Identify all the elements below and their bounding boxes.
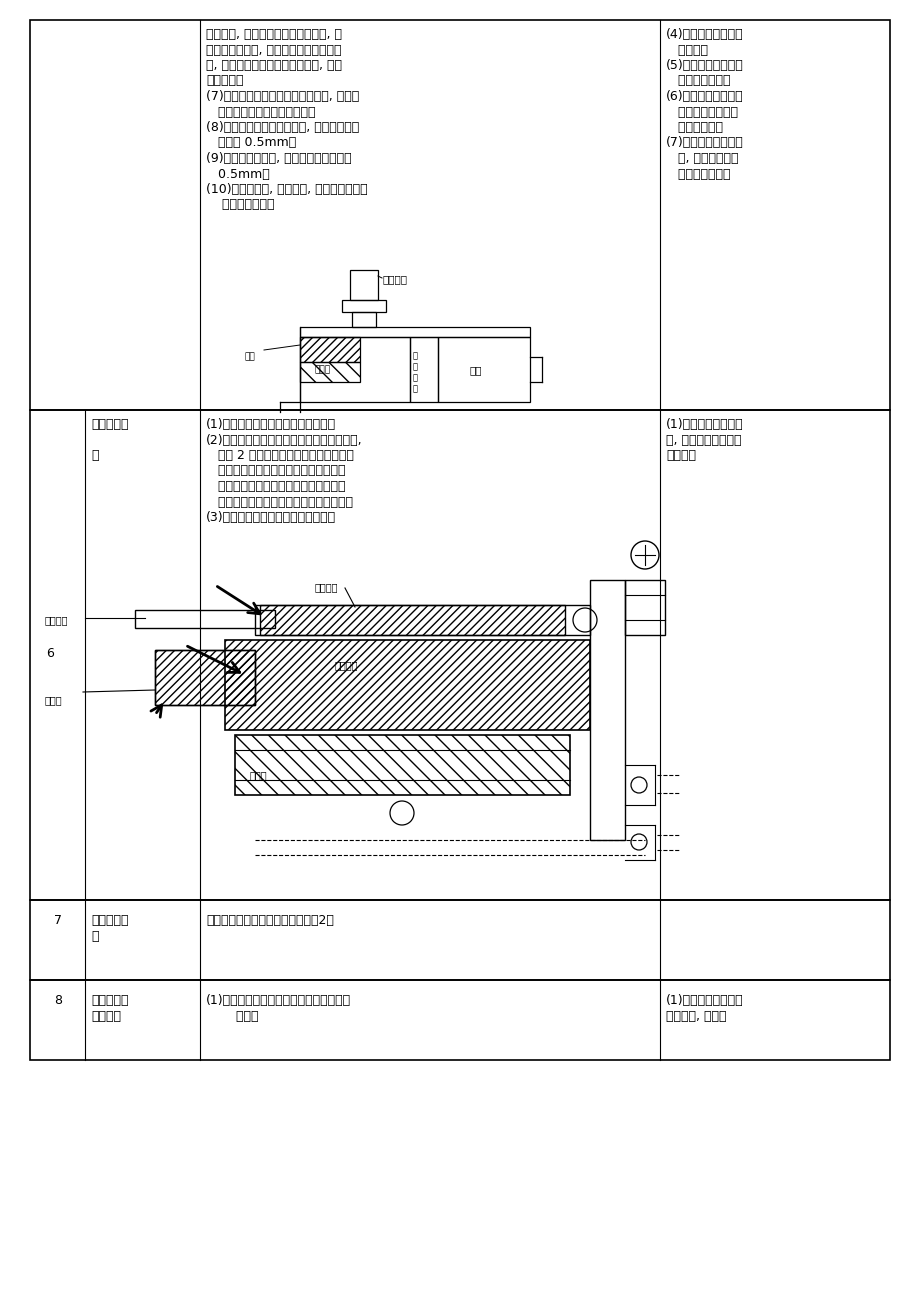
Text: (7)主模固定螺丝须上: (7)主模固定螺丝须上	[665, 137, 743, 150]
Bar	[589, 579, 624, 840]
Text: (9)将挡刀夹片调节, 使刀夹片距剪模孔约: (9)将挡刀夹片调节, 使刀夹片距剪模孔约	[206, 152, 351, 165]
Text: (4)主模的底面应密着: (4)主模的底面应密着	[665, 29, 743, 40]
Text: 的衬帪放入冲模与底模之间且密着于支: 的衬帪放入冲模与底模之间且密着于支	[206, 480, 346, 493]
Text: 心应成直角。: 心应成直角。	[665, 121, 722, 134]
Text: 如图 2 般加以装配而插入安装孔用手或: 如图 2 般加以装配而插入安装孔用手或	[206, 449, 354, 462]
Text: (1)将冲模座的冲模装配孔加以擦拭。: (1)将冲模座的冲模装配孔加以擦拭。	[206, 418, 335, 431]
Bar	[300, 337, 410, 402]
Text: 底: 底	[413, 372, 417, 381]
Text: 棒, 销紧剪刀片后再微调调节螺丝, 使其: 棒, 销紧剪刀片后再微调调节螺丝, 使其	[206, 59, 342, 72]
Bar	[300, 362, 359, 381]
Text: 主模将会冲出。: 主模将会冲出。	[665, 168, 730, 181]
Text: (1)材料长度为杆长加上头部未变形之素材: (1)材料长度为杆长加上头部未变形之素材	[206, 993, 351, 1006]
Text: 于本体。: 于本体。	[665, 43, 708, 56]
Text: 二冲壳: 二冲壳	[250, 769, 267, 780]
Bar	[342, 299, 386, 312]
Text: 模: 模	[413, 362, 417, 371]
Text: 与剪刀片贴紧后再锁紧螺丝。: 与剪刀片贴紧后再锁紧螺丝。	[206, 105, 315, 118]
Text: 持架的底面如此的装入措施是比较以便。: 持架的底面如此的装入措施是比较以便。	[206, 496, 353, 509]
Text: 材料切断长: 材料切断长	[91, 993, 129, 1006]
Text: 主模座: 主模座	[314, 365, 331, 374]
Text: 冲模垫圈: 冲模垫圈	[335, 660, 358, 671]
Text: 一冲外壳: 一冲外壳	[314, 582, 338, 592]
Text: 活动模: 活动模	[45, 695, 62, 704]
Text: 与一冲模之装配措施相似。参照图2。: 与一冲模之装配措施相似。参照图2。	[206, 914, 334, 927]
Bar	[624, 579, 664, 635]
Bar	[437, 337, 529, 402]
Text: 固, 否转行时会有脱离: 固, 否转行时会有脱离	[665, 434, 741, 447]
Text: (3)将一冲模锁紧螺丝加以固定锁紧。: (3)将一冲模锁紧螺丝加以固定锁紧。	[206, 510, 335, 523]
Text: (1)冲模固定螺丝须紧: (1)冲模固定螺丝须紧	[665, 418, 743, 431]
Bar	[349, 270, 378, 299]
Text: (6)主模顶棒的前端后: (6)主模顶棒的前端后	[665, 90, 743, 103]
Bar	[410, 337, 437, 402]
Bar	[260, 605, 564, 635]
Text: 常出料与剪断。: 常出料与剪断。	[206, 198, 274, 211]
Text: 7: 7	[54, 914, 62, 927]
Bar	[154, 650, 255, 704]
Text: (10)装配完毕后, 试行运转, 看材料与否能正: (10)装配完毕后, 试行运转, 看材料与否能正	[206, 184, 368, 197]
Text: 之危险。: 之危险。	[665, 449, 696, 462]
Bar	[30, 20, 889, 410]
Bar	[30, 900, 889, 980]
Bar	[300, 337, 359, 362]
Text: 长度。: 长度。	[223, 1009, 258, 1022]
Text: 台身: 台身	[470, 365, 482, 375]
Text: 8: 8	[54, 993, 62, 1006]
Bar	[225, 641, 589, 730]
Bar	[255, 605, 589, 635]
Text: 板: 板	[413, 384, 417, 393]
Text: 模孔约 0.5mm。: 模孔约 0.5mm。	[206, 137, 296, 150]
Text: 配: 配	[91, 449, 98, 462]
Text: 二冲模的安: 二冲模的安	[91, 914, 129, 927]
Text: (8)调节定臭盖上的四角螺丝, 使剪刀片距剪: (8)调节定臭盖上的四角螺丝, 使剪刀片距剪	[206, 121, 358, 134]
Bar	[352, 312, 376, 327]
Text: 主: 主	[413, 352, 417, 359]
Text: 节剪刀调节螺丝, 直至剪刀片抬住主模顶: 节剪刀调节螺丝, 直至剪刀片抬住主模顶	[206, 43, 341, 56]
Text: 紧, 否则在顶出时: 紧, 否则在顶出时	[665, 152, 738, 165]
Text: 度的调节: 度的调节	[91, 1009, 121, 1022]
Bar	[30, 410, 889, 900]
Text: 固定螺丝: 固定螺丝	[382, 273, 407, 284]
Text: 至主模孔, 松开剪刀滚轮轴固定螺帽, 调: 至主模孔, 松开剪刀滚轮轴固定螺帽, 调	[206, 29, 342, 40]
Text: 冲模: 冲模	[244, 352, 255, 361]
Text: 寸动将飞轮旋转以使冲模迈进而把挡用: 寸动将飞轮旋转以使冲模迈进而把挡用	[206, 465, 346, 478]
Text: 中心对准。: 中心对准。	[206, 74, 244, 87]
Text: 6: 6	[46, 647, 54, 660]
Text: 0.5mm。: 0.5mm。	[206, 168, 269, 181]
Text: (2)将一冲模、冲模顶棒、弹簧、帪块、帪圈,: (2)将一冲模、冲模顶棒、弹簧、帪块、帪圈,	[206, 434, 362, 447]
Text: (1)将切断后材料长度: (1)将切断后材料长度	[665, 993, 743, 1006]
Text: 加以测定, 必须为: 加以测定, 必须为	[665, 1009, 726, 1022]
Text: 一冲冲棒: 一冲冲棒	[45, 615, 68, 625]
Bar	[300, 327, 529, 337]
Text: (5)主模面在剪刀片迈: (5)主模面在剪刀片迈	[665, 59, 743, 72]
Text: 端的面应滑且与轴: 端的面应滑且与轴	[665, 105, 737, 118]
Text: 一冲模的装: 一冲模的装	[91, 418, 129, 431]
Text: (7)剪刀轴后退并松开剪模固定螺丝, 让剪模: (7)剪刀轴后退并松开剪模固定螺丝, 让剪模	[206, 90, 358, 103]
Bar	[234, 736, 570, 796]
Bar	[154, 650, 255, 704]
Text: 装: 装	[91, 930, 98, 943]
Text: 进时不可砦着。: 进时不可砦着。	[665, 74, 730, 87]
Bar	[135, 611, 275, 628]
Bar	[30, 980, 889, 1060]
